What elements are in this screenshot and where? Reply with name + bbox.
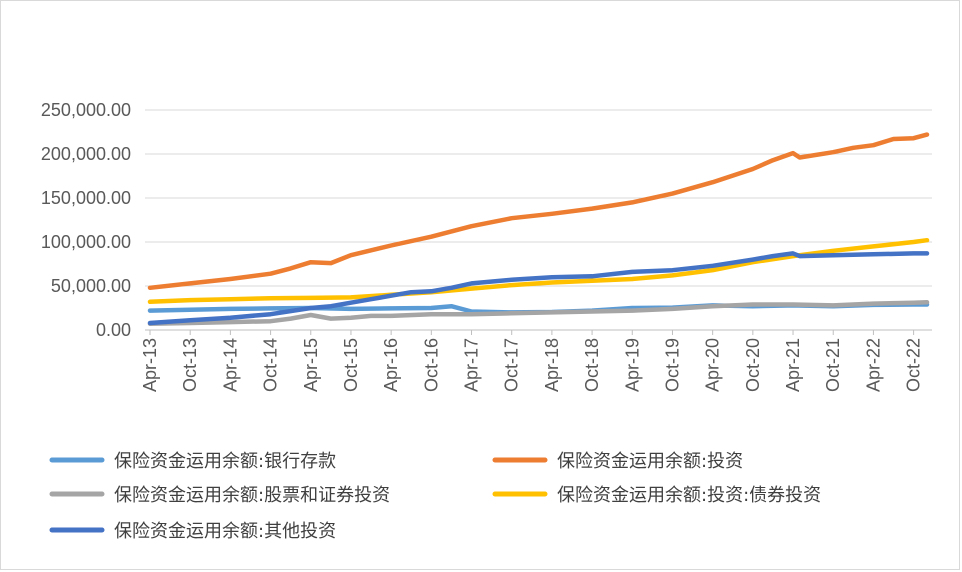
x-tick-label: Apr-20: [703, 338, 723, 392]
x-tick-label: Oct-22: [904, 338, 924, 392]
x-tick-label: Oct-19: [662, 338, 682, 392]
y-tick-label: 50,000.00: [51, 276, 131, 296]
x-axis-tick-marks: [149, 330, 915, 335]
x-tick-label: Apr-19: [622, 338, 642, 392]
x-tick-label: Apr-17: [462, 338, 482, 392]
series-line: [147, 237, 930, 305]
x-tick-label: Oct-18: [582, 338, 602, 392]
legend-label: 保险资金运用余额:其他投资: [114, 521, 336, 542]
series-lines: [147, 132, 930, 327]
x-tick-label: Oct-14: [261, 338, 281, 392]
x-tick-label: Apr-18: [542, 338, 562, 392]
x-tick-label: Apr-13: [140, 338, 160, 392]
y-tick-label: 200,000.00: [41, 144, 131, 164]
series-line: [147, 300, 930, 327]
legend-label: 保险资金运用余额:投资:债券投资: [557, 485, 821, 506]
legend-label: 保险资金运用余额:股票和证券投资: [114, 485, 390, 506]
y-tick-label: 150,000.00: [41, 188, 131, 208]
legend-label: 保险资金运用余额:银行存款: [114, 451, 336, 472]
y-tick-label: 250,000.00: [41, 100, 131, 120]
x-tick-label: Oct-13: [180, 338, 200, 392]
y-tick-label: 0.00: [96, 320, 131, 340]
legend: 保险资金运用余额:银行存款 保险资金运用余额:投资保险资金运用余额:股票和证券投资…: [49, 451, 821, 542]
x-tick-label: Oct-15: [341, 338, 361, 392]
gridlines: [145, 109, 932, 287]
x-tick-label: Apr-15: [301, 338, 321, 392]
x-tick-label: Apr-16: [381, 338, 401, 392]
y-tick-label: 100,000.00: [41, 232, 131, 252]
y-axis-tick-labels: 0.00 50,000.00 100,000.00 150,000.00 200,000…: [41, 100, 131, 340]
series-line: [147, 132, 930, 291]
legend-label: 保险资金运用余额:投资: [557, 451, 743, 472]
x-tick-label: Apr-21: [783, 338, 803, 392]
x-tick-label: Oct-16: [421, 338, 441, 392]
x-tick-label: Apr-14: [220, 338, 240, 392]
x-tick-label: Oct-21: [823, 338, 843, 392]
x-tick-label: Oct-20: [743, 338, 763, 392]
x-tick-label: Apr-22: [863, 338, 883, 392]
series-line: [147, 251, 930, 326]
x-axis-tick-labels: Apr-13 Oct-13 Apr-14 Oct-14 Apr-15 Oct-15 Apr-…: [140, 338, 924, 392]
x-tick-label: Oct-17: [502, 338, 522, 392]
